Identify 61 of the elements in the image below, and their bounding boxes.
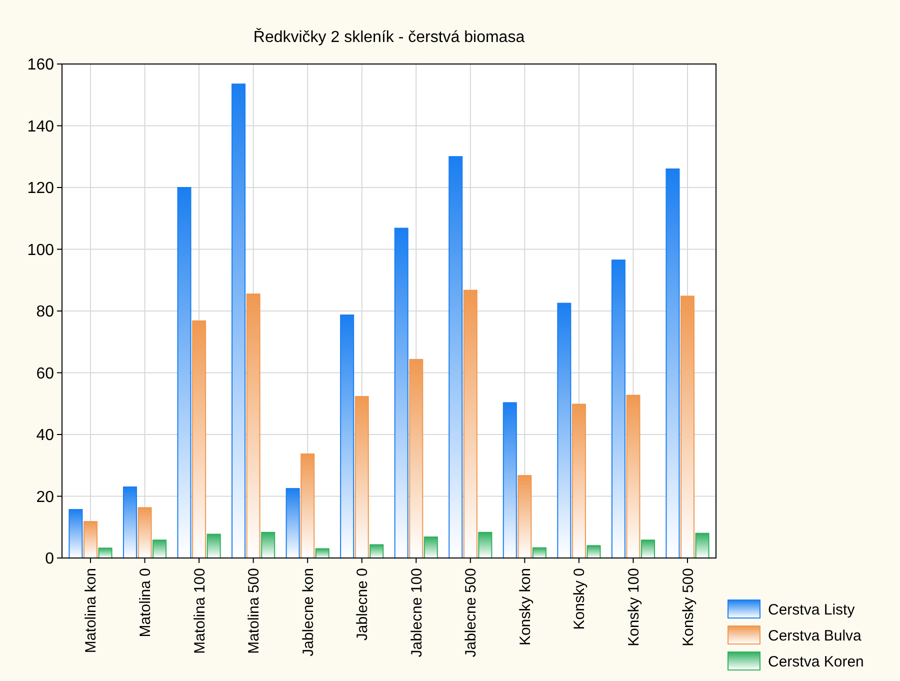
bar bbox=[666, 168, 680, 558]
bar bbox=[177, 187, 192, 558]
bar bbox=[518, 475, 532, 558]
bar bbox=[424, 536, 438, 558]
y-tick-label: 120 bbox=[27, 180, 54, 198]
y-tick-label: 160 bbox=[27, 56, 54, 74]
x-tick-label: Konsky 500 bbox=[680, 568, 697, 646]
bar bbox=[340, 314, 354, 558]
bar bbox=[695, 532, 710, 558]
bar bbox=[354, 396, 369, 558]
bar bbox=[532, 547, 546, 558]
bar bbox=[502, 402, 517, 558]
x-tick-label: Matolina 500 bbox=[246, 568, 263, 654]
bar bbox=[192, 320, 206, 558]
x-tick-label: Jablecne 0 bbox=[354, 568, 372, 641]
bar bbox=[261, 532, 276, 558]
bar bbox=[122, 486, 137, 558]
y-tick-label: 20 bbox=[36, 488, 54, 506]
chart-title: Ředkvičky 2 skleník - čerstvá biomasa bbox=[253, 28, 525, 46]
bar bbox=[394, 228, 408, 558]
bar bbox=[315, 548, 330, 558]
bar bbox=[246, 294, 260, 558]
x-tick-label: Konsky 0 bbox=[571, 568, 588, 630]
x-tick-label: Jablecne kon bbox=[300, 568, 317, 656]
x-tick-label: Matolina 0 bbox=[137, 568, 154, 638]
bar bbox=[448, 156, 463, 558]
bar bbox=[586, 545, 601, 558]
y-tick-label: 0 bbox=[45, 550, 54, 568]
bar bbox=[232, 84, 246, 558]
bar bbox=[680, 296, 695, 558]
bar bbox=[626, 394, 640, 558]
x-tick-label: Matolina kon bbox=[82, 568, 100, 654]
y-tick-label: 40 bbox=[36, 427, 54, 444]
x-tick-label: Jablecne 100 bbox=[408, 568, 426, 658]
bar bbox=[611, 260, 626, 558]
x-tick-label: Matolina 100 bbox=[191, 568, 208, 654]
y-tick-label: 140 bbox=[27, 118, 54, 136]
legend-label: Cerstva Koren bbox=[768, 653, 864, 670]
y-tick-label: 60 bbox=[36, 365, 54, 382]
legend-label: Cerstva Bulva bbox=[768, 627, 862, 644]
bar bbox=[370, 544, 384, 558]
bar bbox=[478, 532, 492, 558]
legend-label: Cerstva Listy bbox=[768, 601, 856, 618]
bar bbox=[557, 302, 572, 558]
y-tick-label: 100 bbox=[27, 242, 54, 259]
bar bbox=[98, 548, 112, 558]
x-tick-label: Konsky 100 bbox=[625, 568, 642, 646]
bar bbox=[641, 540, 656, 558]
x-tick-label: Jablecne 500 bbox=[462, 568, 480, 658]
bar bbox=[409, 358, 424, 558]
bar bbox=[68, 509, 83, 558]
bar bbox=[572, 404, 586, 558]
bar bbox=[286, 488, 300, 558]
bar bbox=[300, 453, 315, 558]
x-tick-label: Konsky kon bbox=[516, 568, 534, 646]
y-tick-label: 80 bbox=[36, 304, 54, 321]
bar bbox=[83, 521, 98, 558]
bar bbox=[206, 534, 221, 558]
bar bbox=[138, 507, 152, 558]
bar bbox=[463, 290, 478, 558]
bar bbox=[152, 540, 167, 558]
